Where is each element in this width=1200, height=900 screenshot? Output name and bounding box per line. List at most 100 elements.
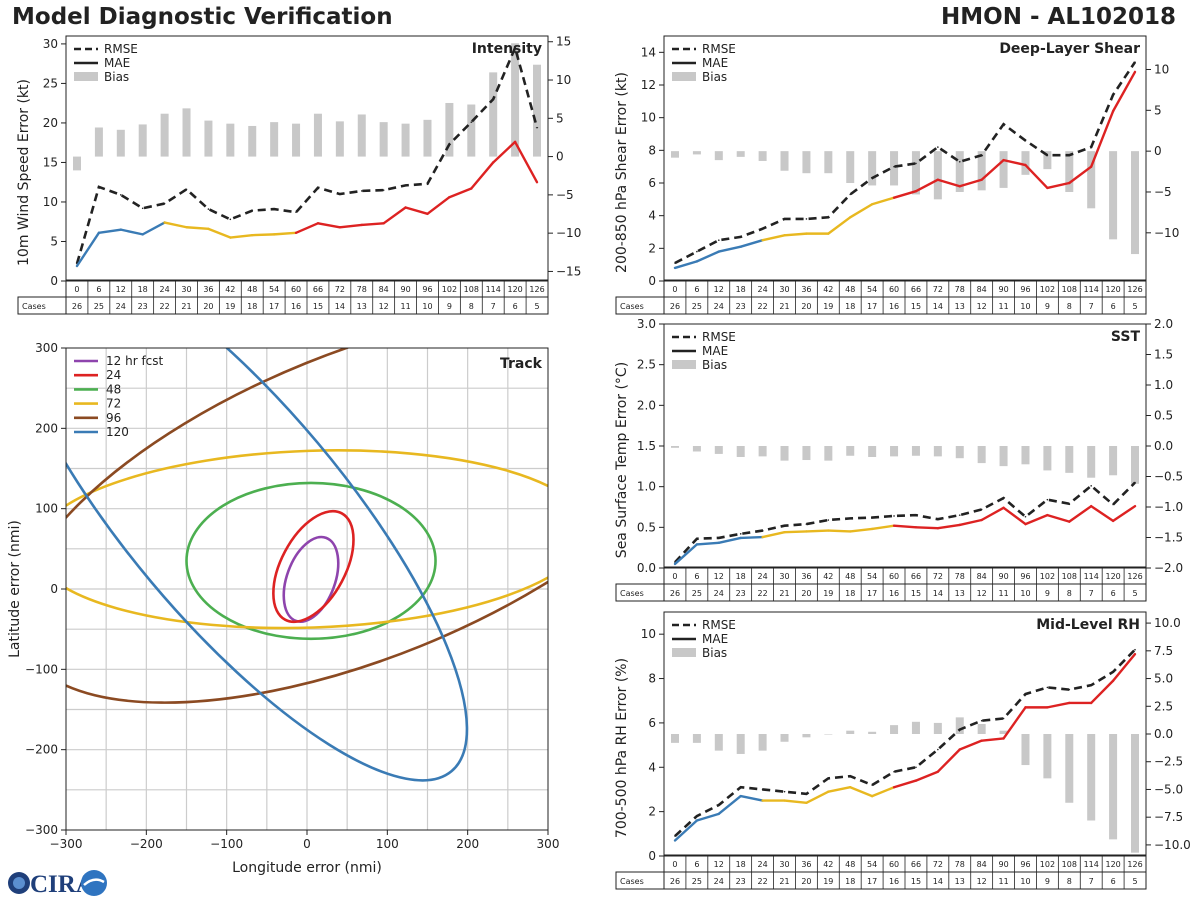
legend-mae-label: MAE: [104, 56, 130, 70]
rmse-line: [674, 61, 1137, 265]
hour-cell: 72: [933, 285, 943, 294]
y2-tick-label: 5.0: [1154, 672, 1173, 686]
rmse-point: [229, 218, 232, 221]
mae-segment: [936, 748, 961, 773]
case-cell: 18: [247, 302, 257, 311]
case-cell: 16: [889, 302, 899, 311]
mae-segment: [827, 216, 852, 235]
y2-tick-label: −10: [1154, 226, 1179, 240]
hour-cell: 96: [422, 285, 432, 294]
bias-bar: [335, 121, 344, 157]
rmse-point: [207, 208, 210, 210]
hour-cell: 120: [1105, 572, 1120, 581]
y-tick-label: 1.5: [637, 439, 656, 453]
mae-segment: [914, 770, 940, 782]
case-cell: 13: [955, 877, 965, 886]
mae-segment: [1046, 513, 1071, 523]
track-ellipse: [66, 348, 548, 704]
case-cell: 10: [422, 302, 432, 311]
case-cell: 6: [513, 302, 518, 311]
cases-table: Cases 0 26 6 25 12 24 18 23 24 22 30 21 36 20 42 19 48 18 5…: [615, 854, 1147, 890]
hour-cell: 66: [911, 285, 921, 294]
y-tick-label: 100: [35, 502, 58, 516]
rmse-point: [1134, 481, 1136, 484]
case-cell: 24: [116, 302, 126, 311]
x-tick-label: −200: [130, 837, 163, 851]
rmse-point: [761, 529, 764, 532]
mae-segment: [1111, 504, 1137, 523]
legend-bias-swatch: [672, 360, 696, 369]
y2-tick-label: −5: [1154, 185, 1172, 199]
mae-segment: [849, 203, 874, 219]
y2-tick-label: 10: [1154, 62, 1169, 76]
rmse-point: [696, 537, 698, 540]
hour-cell: 6: [694, 860, 699, 869]
case-cell: 7: [1089, 302, 1094, 311]
case-cell: 10: [1020, 877, 1030, 886]
y2-tick-label: 10.0: [1154, 616, 1181, 630]
y-tick-label: 10: [641, 627, 656, 641]
legend-rmse-label: RMSE: [702, 618, 736, 632]
x-tick-label: 100: [376, 837, 399, 851]
cases-row: [17, 296, 549, 315]
bias-bar: [802, 151, 811, 174]
hour-cell: 120: [1105, 860, 1120, 869]
rmse-point: [120, 194, 122, 196]
mae-segment: [892, 779, 918, 789]
mae-segment: [163, 221, 188, 229]
case-cell: 5: [534, 302, 539, 311]
mae-segment: [1068, 504, 1093, 523]
case-cell: 24: [714, 877, 724, 886]
bias-bar: [955, 717, 964, 734]
rmse-point: [849, 517, 852, 520]
mae-segment: [1002, 506, 1027, 526]
legend-bias-label: Bias: [702, 646, 727, 660]
case-cell: 23: [138, 302, 148, 311]
y2-tick-label: 15: [556, 35, 571, 49]
bias-bar: [401, 123, 410, 157]
hour-cell: 108: [1062, 860, 1077, 869]
hour-cell: 54: [867, 285, 877, 294]
y-tick-label: −300: [25, 823, 58, 837]
mae-segment: [870, 524, 896, 531]
mae-segment: [1068, 165, 1093, 185]
y-tick-label: 2: [648, 241, 656, 255]
mae-segment: [849, 786, 874, 798]
bias-bar: [890, 725, 899, 734]
hour-cell: 78: [955, 572, 965, 581]
hour-cell: 36: [801, 860, 811, 869]
hour-cell: 90: [998, 572, 1008, 581]
chart-sst: 0.0 0.5 1.0 1.5 2.0 2.5 3.0 −2.0 −1.5 −1.0 −0.5 0.0…: [614, 317, 1183, 602]
hour-cell: 12: [714, 860, 724, 869]
y-axis-label: Sea Surface Temp Error (°C): [614, 362, 630, 558]
y-tick-label: 200: [35, 421, 58, 435]
hour-cell: 54: [867, 860, 877, 869]
bias-bar: [868, 151, 877, 186]
bias-bar: [467, 104, 476, 157]
hour-cell: 114: [1084, 572, 1099, 581]
case-cell: 18: [845, 589, 855, 598]
bias-bar: [933, 151, 942, 200]
rmse-point: [805, 218, 808, 220]
rmse-point: [470, 121, 473, 123]
y-tick-label: 2.0: [637, 398, 656, 412]
legend-label: 48: [106, 382, 121, 396]
y-tick-label: 30: [43, 37, 58, 51]
y2-tick-label: 0: [556, 150, 564, 164]
hour-cell: 102: [1040, 572, 1055, 581]
hour-cell: 24: [757, 572, 767, 581]
y-tick-label: 4: [648, 760, 656, 774]
bias-bar: [1065, 734, 1074, 803]
bias-bar: [911, 721, 920, 734]
chart-title: Deep-Layer Shear: [999, 41, 1140, 57]
y-tick-label: 0: [648, 849, 656, 863]
y2-tick-label: 5: [1154, 103, 1162, 117]
hour-cell: 120: [507, 285, 522, 294]
bias-bar: [692, 151, 701, 155]
rmse-point: [958, 514, 961, 516]
case-cell: 22: [757, 302, 767, 311]
mae-segment: [695, 250, 721, 263]
y2-tick-label: 0.5: [1154, 409, 1173, 423]
bias-bar: [692, 446, 701, 452]
hour-cell: 24: [757, 285, 767, 294]
